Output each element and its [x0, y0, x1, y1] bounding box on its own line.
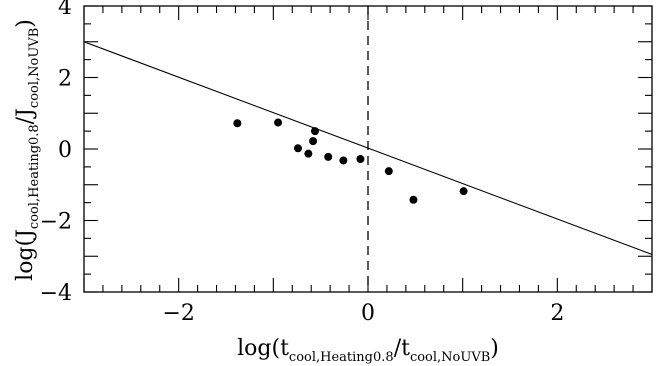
- x-axis-label-prefix: log(t: [237, 336, 289, 361]
- data-point-6: [310, 127, 319, 136]
- x-axis-label: log(tcool,Heating0.8/tcool,NoUVB): [237, 336, 499, 365]
- y-axis-label-mid: /J: [13, 108, 38, 124]
- data-point-2: [274, 118, 283, 127]
- ticks: −2 0 2 −4 −2 0 2 4: [40, 0, 653, 326]
- data-point-8: [339, 156, 348, 165]
- data-point-5: [309, 137, 318, 146]
- x-tick-label: 0: [361, 301, 375, 326]
- data-point-3: [293, 144, 302, 153]
- y-tick-label: 0: [58, 138, 72, 163]
- y-axis-label-sub1: cool,Heating0.8: [27, 124, 42, 229]
- x-axis-label-sub1: cool,Heating0.8: [289, 350, 394, 365]
- y-axis-label-prefix: log(J: [13, 229, 38, 281]
- data-point-12: [459, 187, 468, 196]
- y-tick-label: −2: [40, 210, 72, 235]
- x-axis-label-mid: /t: [394, 336, 410, 361]
- x-tick-label: −2: [162, 301, 194, 326]
- y-axis-label: log(Jcool,Heating0.8/Jcool,NoUVB): [13, 19, 42, 281]
- data-point-1: [233, 119, 242, 128]
- x-axis-label-suffix: ): [490, 336, 499, 361]
- y-tick-label: −4: [40, 281, 72, 306]
- y-tick-label: 2: [58, 67, 72, 92]
- y-axis-label-sub2: cool,NoUVB: [27, 28, 42, 108]
- fit-line: [84, 41, 652, 255]
- y-tick-label: 4: [58, 0, 72, 20]
- data-point-7: [324, 152, 333, 161]
- x-tick-label: 2: [550, 301, 564, 326]
- data-point-11: [409, 195, 418, 204]
- data-point-10: [384, 167, 393, 176]
- y-axis-label-suffix: ): [13, 19, 38, 28]
- data-point-4: [304, 149, 313, 158]
- plot-area: [83, 5, 653, 293]
- data-point-9: [356, 155, 365, 164]
- x-axis-label-sub2: cool,NoUVB: [410, 350, 490, 365]
